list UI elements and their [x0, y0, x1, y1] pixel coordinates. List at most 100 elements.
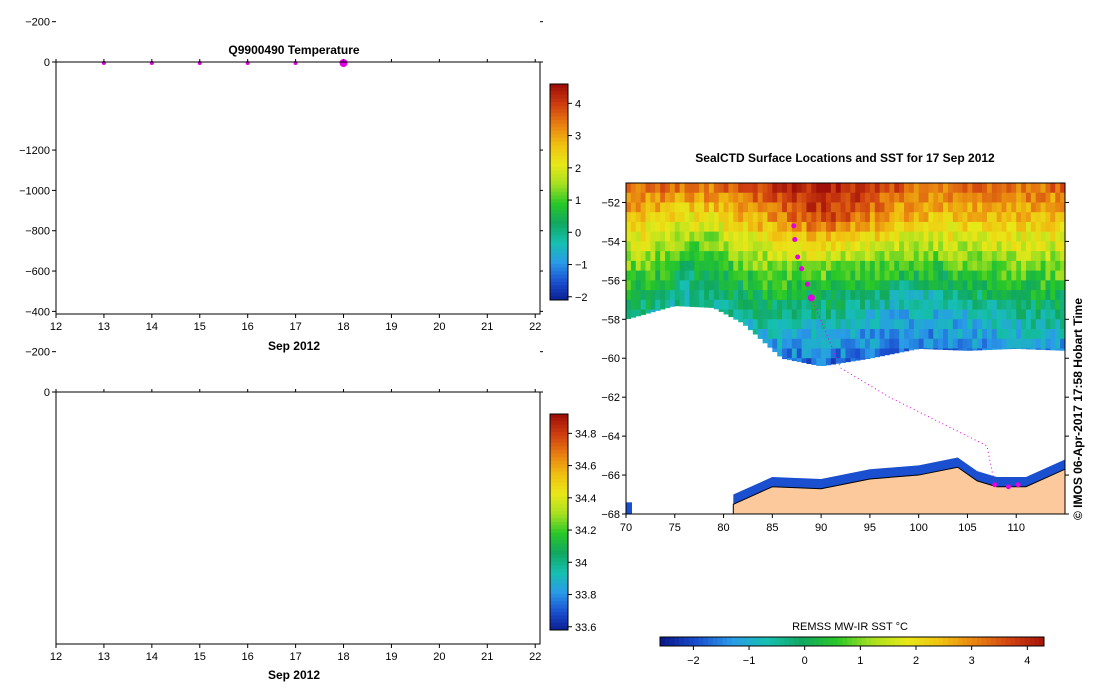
- sst-cell: [1035, 241, 1042, 252]
- sst-cell: [650, 260, 656, 272]
- sst-cell: [962, 212, 968, 223]
- sst-cell: [786, 338, 793, 349]
- colorbar-tick-label: 0: [575, 227, 581, 239]
- sst-cell: [952, 241, 959, 252]
- colorbar-segment: [550, 626, 568, 631]
- sst-cell: [1055, 338, 1061, 349]
- sst-cell: [845, 280, 851, 291]
- sst-cell: [991, 309, 998, 320]
- sst-cell: [786, 299, 793, 310]
- sst-cell: [791, 183, 798, 194]
- colorbar-segment: [550, 424, 568, 429]
- sst-cell: [694, 260, 700, 272]
- sst-cell: [904, 280, 910, 291]
- sst-cell: [835, 290, 842, 301]
- x-tick-label: 14: [146, 651, 158, 663]
- colorbar-segment: [799, 637, 805, 646]
- colorbar-segment: [981, 637, 987, 646]
- sst-cell: [762, 270, 768, 281]
- sst-cell: [947, 260, 954, 272]
- colorbar-segment: [895, 637, 901, 646]
- sst-cell: [894, 260, 900, 272]
- sst-colorbar-label: REMSS MW-IR SST °C: [792, 621, 908, 633]
- sst-cell: [762, 280, 768, 291]
- colorbar-segment: [684, 637, 690, 646]
- sst-cell: [1021, 270, 1027, 281]
- sst-cell: [1016, 251, 1022, 262]
- sst-cell: [933, 319, 939, 330]
- sst-cell: [728, 270, 734, 281]
- sst-cell: [1021, 183, 1027, 194]
- sst-cell: [689, 290, 695, 301]
- sst-cell: [889, 202, 895, 213]
- colorbar-segment: [550, 253, 568, 258]
- sst-cell: [845, 299, 851, 310]
- sst-cell: [918, 251, 924, 262]
- sst-cell: [938, 270, 944, 281]
- sst-cell: [865, 241, 871, 252]
- sst-cell: [806, 338, 812, 349]
- sst-cell: [640, 280, 646, 291]
- sst-cell: [913, 338, 920, 349]
- sst-cell: [982, 260, 988, 272]
- sst-cell: [977, 270, 983, 281]
- sst-cell: [772, 212, 778, 223]
- sst-cell: [806, 358, 812, 364]
- sst-cell: [835, 309, 842, 320]
- sst-cell: [718, 202, 724, 213]
- sst-cell: [1025, 348, 1032, 350]
- sst-cell: [723, 183, 729, 194]
- sst-cell: [845, 270, 851, 281]
- sst-cell: [821, 329, 827, 340]
- sst-cell: [635, 251, 642, 262]
- colorbar-segment: [550, 184, 568, 189]
- colorbar-segment: [890, 637, 896, 646]
- sst-cell: [928, 338, 934, 349]
- seal-track: [810, 297, 996, 485]
- sst-cell: [704, 251, 710, 262]
- sst-cell: [957, 270, 963, 281]
- sst-cell: [869, 280, 876, 291]
- seal-position: [792, 236, 798, 242]
- sst-cell: [1040, 290, 1046, 301]
- sst-cell: [933, 338, 939, 349]
- sst-cell: [967, 202, 973, 213]
- sst-cell: [1045, 192, 1051, 203]
- sst-cell: [879, 290, 885, 301]
- sst-cell: [933, 270, 939, 281]
- sst-cell: [757, 290, 763, 301]
- colorbar-segment: [938, 637, 944, 646]
- colorbar-segment: [550, 532, 568, 537]
- sst-cell: [850, 192, 856, 203]
- sst-cell: [860, 329, 866, 340]
- sst-cell: [1021, 231, 1027, 242]
- sst-cell: [899, 251, 905, 262]
- sst-cell: [743, 299, 749, 310]
- sst-cell: [655, 280, 661, 291]
- sst-cell: [884, 241, 890, 252]
- sst-cell: [1025, 270, 1032, 281]
- sst-cell: [1045, 338, 1051, 349]
- sst-cell: [947, 212, 954, 223]
- sst-cell: [918, 338, 924, 349]
- colorbar-segment: [550, 148, 568, 153]
- sst-cell: [747, 202, 754, 213]
- sst-cell: [655, 309, 661, 311]
- sst-cell: [835, 270, 842, 281]
- sst-cell: [982, 212, 988, 223]
- sst-cell: [1011, 290, 1017, 301]
- sst-cell: [796, 270, 802, 281]
- sst-cell: [713, 212, 720, 223]
- colorbar-segment: [550, 271, 568, 276]
- x-tick-label: 18: [337, 651, 349, 663]
- colorbar-segment: [765, 637, 771, 646]
- sst-cell: [640, 309, 646, 315]
- colorbar-tick-label: 34.8: [575, 428, 596, 440]
- sst-cell: [1021, 348, 1027, 350]
- colorbar-segment: [550, 550, 568, 555]
- sst-cell: [796, 231, 802, 242]
- sst-cell: [630, 212, 637, 223]
- sst-cell: [747, 280, 754, 291]
- colorbar-segment: [550, 622, 568, 627]
- sst-cell: [782, 192, 788, 203]
